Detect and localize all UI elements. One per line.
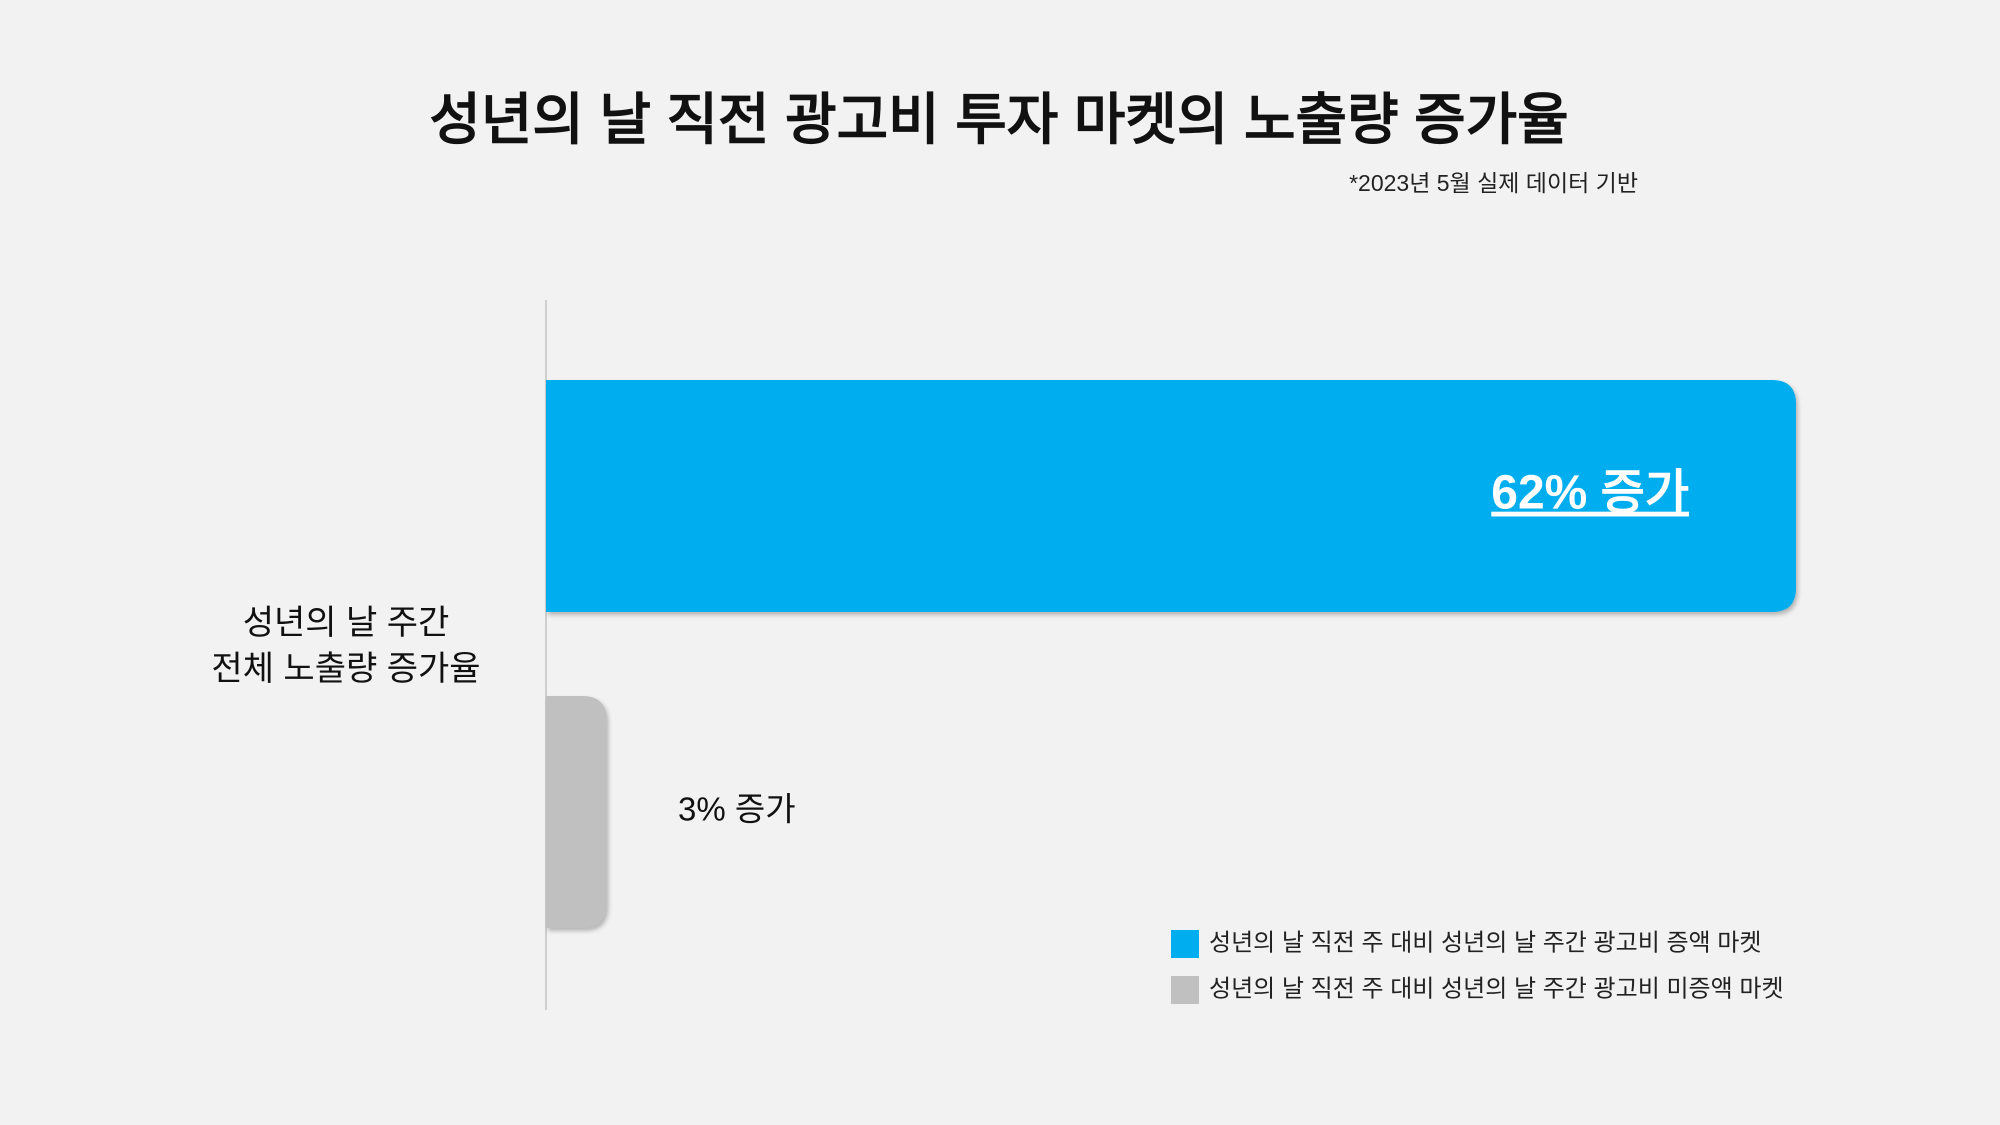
chart-subtitle: *2023년 5월 실제 데이터 기반 bbox=[1349, 170, 1638, 196]
chart-title: 성년의 날 직전 광고비 투자 마켓의 노출량 증가율 bbox=[429, 88, 1568, 151]
value-label: 62% 증가 bbox=[1491, 467, 1689, 520]
category-label: 성년의 날 주간 전체 노출량 증가율 bbox=[211, 604, 481, 688]
legend-label: 성년의 날 직전 주 대비 성년의 날 주간 광고비 증액 마켓 bbox=[1209, 929, 1761, 956]
value-label: 3% 증가 bbox=[678, 791, 796, 828]
bar bbox=[546, 696, 607, 928]
legend-label: 성년의 날 직전 주 대비 성년의 날 주간 광고비 미증액 마켓 bbox=[1209, 975, 1784, 1002]
bar bbox=[546, 380, 1796, 612]
legend-swatch bbox=[1171, 976, 1199, 1004]
legend-swatch bbox=[1171, 930, 1199, 958]
